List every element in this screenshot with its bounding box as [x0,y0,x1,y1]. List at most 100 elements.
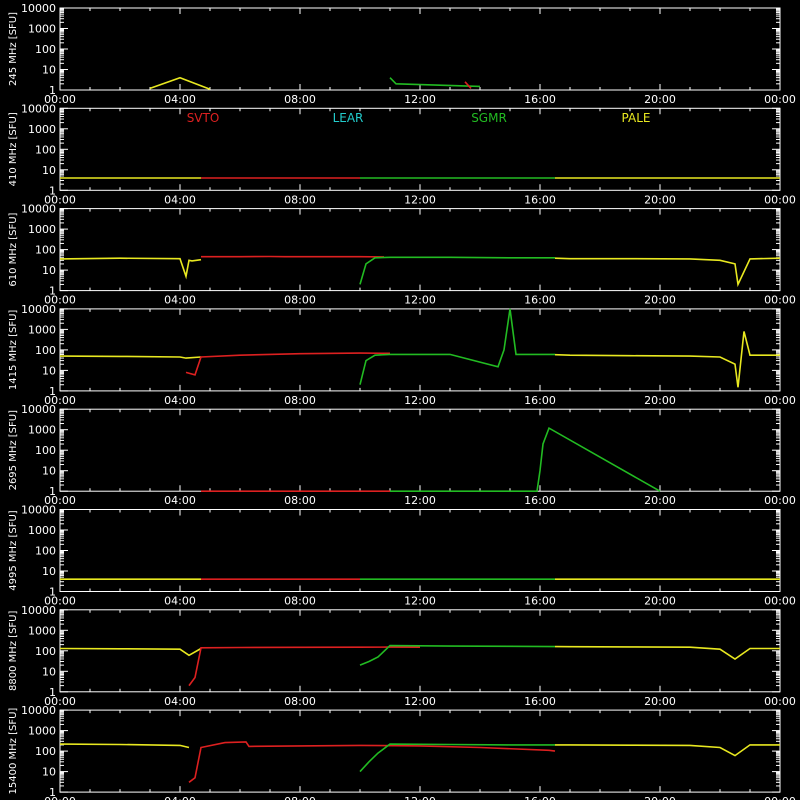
y-tick-label: 1000 [28,223,56,236]
panel-0: 1 10 100 1000 10000 00:00 04:00 08:00 12:00 16:00… [8,2,796,106]
series-pale [554,331,780,388]
x-tick-label: 08:00 [284,795,316,800]
x-tick-label: 00:00 [764,494,796,507]
x-tick-label: 12:00 [404,595,436,608]
panel-6: 1 10 100 1000 10000 00:00 04:00 08:00 12:00 16:00… [8,604,796,708]
x-tick-label: 00:00 [764,294,796,307]
series-sgmr [359,644,556,666]
series-sgmr [359,256,555,285]
panel-3: 1 10 100 1000 10000 00:00 04:00 08:00 12:00 16:00… [8,303,796,407]
x-tick-label: 00:00 [44,193,76,206]
plot-frame [59,308,781,392]
x-tick-label: 04:00 [164,193,196,206]
x-tick-label: 04:00 [164,795,196,800]
x-tick-label: 08:00 [284,595,316,608]
x-tick-label: 20:00 [644,294,676,307]
legend-svto: SVTO [187,111,220,125]
x-tick-label: 16:00 [524,394,556,407]
y-tick-label: 100 [35,745,56,758]
y-tick-label: 10000 [21,303,56,316]
y-tick-label: 10 [42,766,56,779]
x-tick-label: 00:00 [44,93,76,106]
panel-2: 1 10 100 1000 10000 00:00 04:00 08:00 12:00 16:00… [8,203,796,307]
x-tick-label: 16:00 [524,494,556,507]
y-tick-label: 1 [49,586,56,599]
x-tick-label: 00:00 [764,93,796,106]
series-svto [185,352,391,376]
x-tick-label: 08:00 [284,93,316,106]
y-tick-label: 10 [42,364,56,377]
y-axis-label: 610 MHz [SFU] [8,212,19,286]
x-tick-label: 16:00 [524,294,556,307]
y-tick-label: 1 [49,285,56,298]
x-tick-label: 00:00 [44,394,76,407]
y-tick-label: 1000 [28,424,56,437]
x-tick-label: 20:00 [644,695,676,708]
y-tick-label: 1000 [28,23,56,36]
series-svto [188,646,421,687]
x-tick-label: 00:00 [764,795,796,800]
y-tick-label: 100 [35,244,56,257]
x-tick-label: 20:00 [644,595,676,608]
y-tick-label: 10000 [21,2,56,15]
y-tick-label: 10000 [21,704,56,717]
y-tick-label: 1000 [28,123,56,136]
x-tick-label: 00:00 [764,695,796,708]
legend-sgmr: SGMR [471,111,507,125]
plot-frame [59,609,781,693]
x-tick-label: 16:00 [524,695,556,708]
series-pale [555,744,780,757]
y-tick-label: 10 [42,665,56,678]
x-tick-label: 16:00 [524,795,556,800]
x-tick-label: 08:00 [284,294,316,307]
x-tick-label: 00:00 [44,595,76,608]
y-axis-label: 2695 MHz [SFU] [8,410,19,491]
x-tick-label: 04:00 [164,294,196,307]
legend-lear: LEAR [333,111,364,125]
y-tick-label: 100 [35,344,56,357]
y-tick-label: 10 [42,565,56,578]
y-axis-label: 245 MHz [SFU] [8,12,19,86]
y-tick-label: 10 [42,164,56,177]
x-tick-label: 00:00 [44,795,76,800]
y-tick-label: 10 [42,264,56,277]
x-tick-label: 16:00 [524,193,556,206]
plot-frame [59,7,781,91]
x-tick-label: 20:00 [644,193,676,206]
y-tick-label: 100 [35,43,56,56]
y-tick-label: 10000 [21,203,56,216]
x-tick-label: 12:00 [404,394,436,407]
series-sgmr [390,426,661,493]
y-tick-label: 100 [35,645,56,658]
station-legend: SVTO LEAR SGMR PALE [187,111,651,125]
x-tick-label: 04:00 [164,595,196,608]
x-tick-label: 08:00 [284,695,316,708]
series-svto [188,741,556,783]
y-tick-label: 10 [42,64,56,77]
x-tick-label: 12:00 [404,294,436,307]
x-tick-label: 04:00 [164,394,196,407]
y-axis-label: 15400 MHz [SFU] [8,708,19,795]
x-tick-label: 00:00 [764,595,796,608]
x-tick-label: 08:00 [284,494,316,507]
y-tick-label: 10000 [21,102,56,115]
x-tick-label: 12:00 [404,695,436,708]
x-tick-label: 12:00 [404,193,436,206]
y-axis-label: 4995 MHz [SFU] [8,510,19,591]
x-tick-label: 00:00 [44,294,76,307]
x-tick-label: 20:00 [644,394,676,407]
y-tick-label: 1000 [28,725,56,738]
series-pale [554,645,780,660]
y-tick-label: 1 [49,686,56,699]
y-axis-label: 1415 MHz [SFU] [8,310,19,391]
plot-frame [59,408,781,492]
x-tick-label: 12:00 [404,494,436,507]
x-tick-label: 04:00 [164,494,196,507]
x-tick-label: 20:00 [644,795,676,800]
y-tick-label: 1000 [28,524,56,537]
series-pale [59,257,202,280]
x-tick-label: 12:00 [404,795,436,800]
x-tick-label: 12:00 [404,93,436,106]
